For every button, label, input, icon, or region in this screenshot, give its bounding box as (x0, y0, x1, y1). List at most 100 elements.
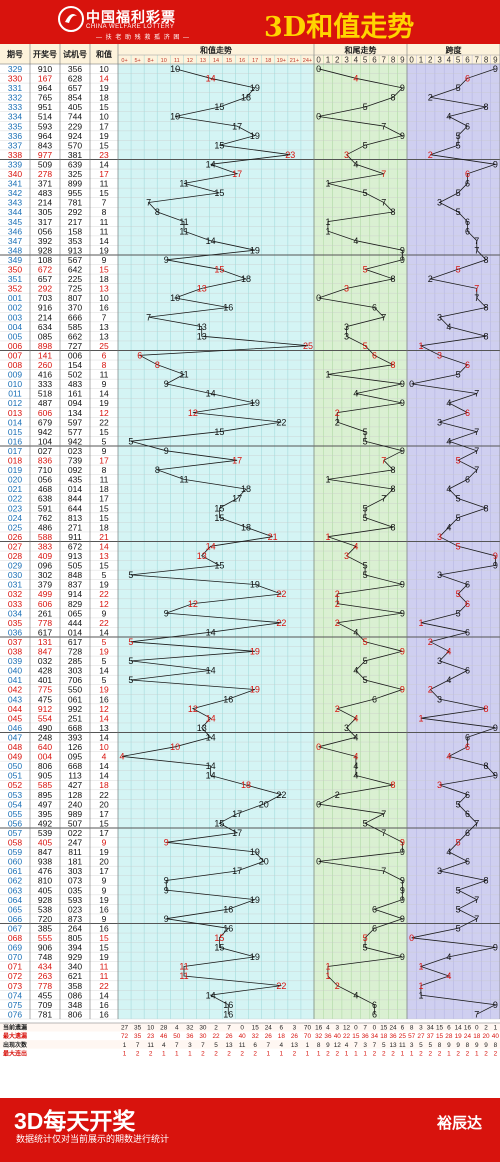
issue-cell: 059 (8, 847, 22, 857)
draw-cell: 401 (38, 675, 52, 685)
tail-point-label: 3 (344, 723, 349, 733)
issue-cell: 062 (8, 876, 22, 886)
sum-cell: 12 (99, 408, 109, 418)
sum-cell: 15 (99, 503, 109, 513)
draw-cell: 806 (38, 761, 52, 771)
test-cell: 023 (68, 446, 82, 456)
tail-trend-line (317, 68, 404, 1015)
sum-point-label: 8 (155, 360, 160, 370)
issue-cell: 014 (8, 417, 22, 427)
stats-value: 2 (373, 1050, 377, 1057)
issue-cell: 061 (8, 866, 22, 876)
sum-point-label: 5 (128, 637, 133, 647)
sum-point-label: 12 (188, 704, 198, 714)
stats-value: 2 (214, 1025, 218, 1032)
span-point-label: 6 (465, 627, 470, 637)
stats-value: 1 (306, 1050, 310, 1057)
sum-bin-label: 14 (213, 58, 219, 64)
sum-bin-label: 16 (239, 58, 245, 64)
draw-cell: 261 (38, 608, 52, 618)
draw-cell: 027 (38, 446, 52, 456)
test-cell: 728 (68, 647, 82, 657)
sum-cell: 14 (99, 761, 109, 771)
test-cell: 353 (68, 236, 82, 246)
footer-title: 3D每天开奖 (14, 1108, 136, 1134)
span-point-label: 6 (465, 580, 470, 590)
issue-cell: 028 (8, 551, 22, 561)
sum-point-label: 14 (206, 761, 216, 771)
sum-cell: 14 (99, 990, 109, 1000)
stats-value: 4 (162, 1042, 166, 1049)
issue-cell: 031 (8, 580, 22, 590)
tail-point-label: 5 (363, 265, 368, 275)
tail-point-label: 2 (335, 618, 340, 628)
test-cell: 340 (68, 962, 82, 972)
test-cell: 394 (68, 943, 82, 953)
test-cell: 929 (68, 952, 82, 962)
span-point-label: 9 (493, 64, 498, 74)
stats-value: 24 (389, 1025, 397, 1032)
test-cell: 240 (68, 799, 82, 809)
sum-point-label: 17 (232, 828, 242, 838)
draw-cell: 509 (38, 159, 52, 169)
sum-cell: 5 (102, 570, 107, 580)
sum-cell: 16 (99, 1000, 109, 1010)
sum-point-label: 22 (276, 790, 286, 800)
sum-cell: 20 (99, 857, 109, 867)
draw-cell: 455 (38, 990, 52, 1000)
sum-cell: 9 (102, 914, 107, 924)
issue-cell: 330 (8, 74, 22, 84)
sum-point-label: 19 (250, 83, 260, 93)
tail-point-label: 5 (363, 503, 368, 513)
span-point-label: 5 (456, 904, 461, 914)
span-point-label: 6 (465, 732, 470, 742)
span-point-label: 1 (418, 990, 423, 1000)
sum-point-label: 21 (268, 532, 278, 542)
sum-point-label: 9 (164, 255, 169, 265)
sum-point-label: 9 (164, 885, 169, 895)
sum-cell: 19 (99, 83, 109, 93)
stats-value: 13 (389, 1042, 397, 1049)
tail-point-label: 1 (325, 971, 330, 981)
test-cell: 006 (68, 350, 82, 360)
sum-point-label: 16 (223, 303, 233, 313)
span-point-label: 5 (456, 83, 461, 93)
sum-cell: 16 (99, 1009, 109, 1019)
test-cell: 628 (68, 74, 82, 84)
sum-cell: 9 (102, 885, 107, 895)
test-cell: 065 (68, 608, 82, 618)
draw-cell: 928 (38, 895, 52, 905)
stats-value: 0 (354, 1025, 358, 1032)
tail-point-label: 4 (353, 752, 358, 762)
stats-value: 36 (362, 1033, 370, 1040)
issue-cell: 345 (8, 217, 22, 227)
sum-cell: 14 (99, 771, 109, 781)
draw-cell: 593 (38, 121, 52, 131)
sum-point-label: 16 (223, 694, 233, 704)
draw-cell: 672 (38, 265, 52, 275)
col-head-draw: 开奖号 (33, 49, 57, 59)
draw-cell: 428 (38, 666, 52, 676)
tail-point-label: 7 (381, 866, 386, 876)
draw-cell: 405 (38, 885, 52, 895)
test-cell: 662 (68, 331, 82, 341)
draw-cell: 379 (38, 580, 52, 590)
draw-cell: 836 (38, 456, 52, 466)
tail-point-label: 6 (372, 923, 377, 933)
sum-cell: 15 (99, 933, 109, 943)
draw-cell: 778 (38, 981, 52, 991)
stats-value: 12 (334, 1042, 342, 1049)
test-cell: 014 (68, 484, 82, 494)
issue-cell: 051 (8, 771, 22, 781)
test-cell: 644 (68, 503, 82, 513)
sum-point-label: 11 (179, 971, 188, 981)
sum-bin-label: 13 (200, 58, 206, 64)
draw-cell: 585 (38, 780, 52, 790)
stats-value: 7 (266, 1042, 270, 1049)
sum-point-label: 9 (164, 446, 169, 456)
tail-digit-label: 0 (316, 56, 321, 65)
stats-value: 32 (252, 1033, 260, 1040)
stats-value: 2 (494, 1050, 498, 1057)
tail-point-label: 3 (344, 331, 349, 341)
draw-cell: 278 (38, 169, 52, 179)
